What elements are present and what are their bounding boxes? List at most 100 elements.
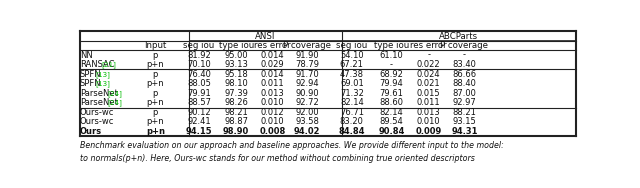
Text: 67.21: 67.21 <box>340 60 364 69</box>
Text: 71.32: 71.32 <box>340 89 364 98</box>
Text: seg iou: seg iou <box>336 41 367 50</box>
Text: Input: Input <box>144 41 166 50</box>
Text: 92.97: 92.97 <box>452 98 476 107</box>
Text: p: p <box>153 70 158 79</box>
Text: 0.009: 0.009 <box>415 127 442 136</box>
Text: 88.60: 88.60 <box>380 98 403 107</box>
Text: 82.14: 82.14 <box>380 108 403 117</box>
Text: ANSI: ANSI <box>255 32 276 41</box>
Text: 87.00: 87.00 <box>452 89 476 98</box>
Text: 98.10: 98.10 <box>225 79 248 88</box>
Text: 92.00: 92.00 <box>295 108 319 117</box>
Text: 98.87: 98.87 <box>224 117 248 126</box>
Text: p+n: p+n <box>147 98 164 107</box>
Text: 92.94: 92.94 <box>295 79 319 88</box>
Text: 68.92: 68.92 <box>380 70 403 79</box>
Text: SPFN: SPFN <box>80 79 102 88</box>
Text: 0.024: 0.024 <box>417 70 440 79</box>
Text: 81.92: 81.92 <box>187 51 211 60</box>
Text: 94.02: 94.02 <box>294 127 321 136</box>
Text: [24]: [24] <box>108 90 122 97</box>
Text: 54.10: 54.10 <box>340 51 364 60</box>
Text: 83.40: 83.40 <box>452 60 476 69</box>
Text: 69.01: 69.01 <box>340 79 364 88</box>
Text: 91.90: 91.90 <box>295 51 319 60</box>
Text: p+n: p+n <box>147 60 164 69</box>
Text: Ours-wc: Ours-wc <box>80 117 115 126</box>
Text: 0.010: 0.010 <box>417 117 440 126</box>
Text: ParseNet: ParseNet <box>80 98 118 107</box>
Text: 0.014: 0.014 <box>260 51 284 60</box>
Text: res error: res error <box>410 41 447 50</box>
Text: Benchmark evaluation on our approach and baseline approaches. We provide differe: Benchmark evaluation on our approach and… <box>80 141 504 149</box>
Text: P coverage: P coverage <box>283 41 331 50</box>
Text: 93.15: 93.15 <box>452 117 476 126</box>
Text: 88.57: 88.57 <box>187 98 211 107</box>
Text: -: - <box>427 51 430 60</box>
Text: 88.05: 88.05 <box>187 79 211 88</box>
Text: Ours-wc: Ours-wc <box>80 108 115 117</box>
Text: [24]: [24] <box>108 99 122 106</box>
Text: 93.58: 93.58 <box>295 117 319 126</box>
Text: 0.029: 0.029 <box>260 60 284 69</box>
Text: 88.40: 88.40 <box>452 79 476 88</box>
Text: 70.10: 70.10 <box>187 60 211 69</box>
Text: 0.010: 0.010 <box>260 98 284 107</box>
Text: RANSAC: RANSAC <box>80 60 115 69</box>
Text: type iou: type iou <box>374 41 409 50</box>
Text: 98.90: 98.90 <box>223 127 250 136</box>
Text: ParseNet: ParseNet <box>80 89 118 98</box>
Text: 94.31: 94.31 <box>451 127 477 136</box>
Text: [13]: [13] <box>95 71 110 78</box>
Text: 76.40: 76.40 <box>187 70 211 79</box>
Text: 79.94: 79.94 <box>380 79 403 88</box>
Text: 98.21: 98.21 <box>225 108 248 117</box>
Text: res error: res error <box>254 41 291 50</box>
Text: 0.014: 0.014 <box>260 70 284 79</box>
Text: p+n: p+n <box>147 117 164 126</box>
Text: 78.79: 78.79 <box>295 60 319 69</box>
Text: seg iou: seg iou <box>184 41 214 50</box>
Text: SPFN: SPFN <box>80 70 102 79</box>
Text: NN: NN <box>80 51 93 60</box>
Text: 94.15: 94.15 <box>186 127 212 136</box>
Text: p: p <box>153 108 158 117</box>
Text: to normals(p+n). Here, Ours-wc stands for our method without combining true orie: to normals(p+n). Here, Ours-wc stands fo… <box>80 154 475 163</box>
Text: 89.54: 89.54 <box>380 117 403 126</box>
Text: 0.011: 0.011 <box>417 98 440 107</box>
Text: ABCParts: ABCParts <box>440 32 479 41</box>
Text: [21]: [21] <box>101 61 116 68</box>
Text: 61.10: 61.10 <box>380 51 403 60</box>
Text: 90.90: 90.90 <box>295 89 319 98</box>
Text: 84.84: 84.84 <box>339 127 365 136</box>
Text: 98.26: 98.26 <box>224 98 248 107</box>
Text: 0.013: 0.013 <box>417 108 440 117</box>
Text: 0.012: 0.012 <box>260 108 284 117</box>
Text: 0.011: 0.011 <box>260 79 284 88</box>
Text: 95.18: 95.18 <box>225 70 248 79</box>
Text: -: - <box>390 60 393 69</box>
Text: type iou: type iou <box>219 41 254 50</box>
Text: 79.61: 79.61 <box>380 89 403 98</box>
Text: 0.008: 0.008 <box>259 127 285 136</box>
Text: -: - <box>463 51 466 60</box>
Text: 83.20: 83.20 <box>340 117 364 126</box>
Text: 91.70: 91.70 <box>295 70 319 79</box>
Text: 92.72: 92.72 <box>295 98 319 107</box>
Text: 88.21: 88.21 <box>452 108 476 117</box>
Text: 0.015: 0.015 <box>417 89 440 98</box>
Text: 95.00: 95.00 <box>225 51 248 60</box>
Text: Ours: Ours <box>80 127 102 136</box>
Text: 86.66: 86.66 <box>452 70 476 79</box>
Text: 76.71: 76.71 <box>340 108 364 117</box>
Text: 0.010: 0.010 <box>260 117 284 126</box>
Text: 97.39: 97.39 <box>224 89 248 98</box>
Text: 90.12: 90.12 <box>188 108 211 117</box>
Text: 0.021: 0.021 <box>417 79 440 88</box>
Text: 0.022: 0.022 <box>417 60 440 69</box>
Text: 90.84: 90.84 <box>378 127 404 136</box>
Text: p+n: p+n <box>146 127 165 136</box>
Text: 82.14: 82.14 <box>340 98 364 107</box>
Text: 93.13: 93.13 <box>224 60 248 69</box>
Text: 92.41: 92.41 <box>188 117 211 126</box>
